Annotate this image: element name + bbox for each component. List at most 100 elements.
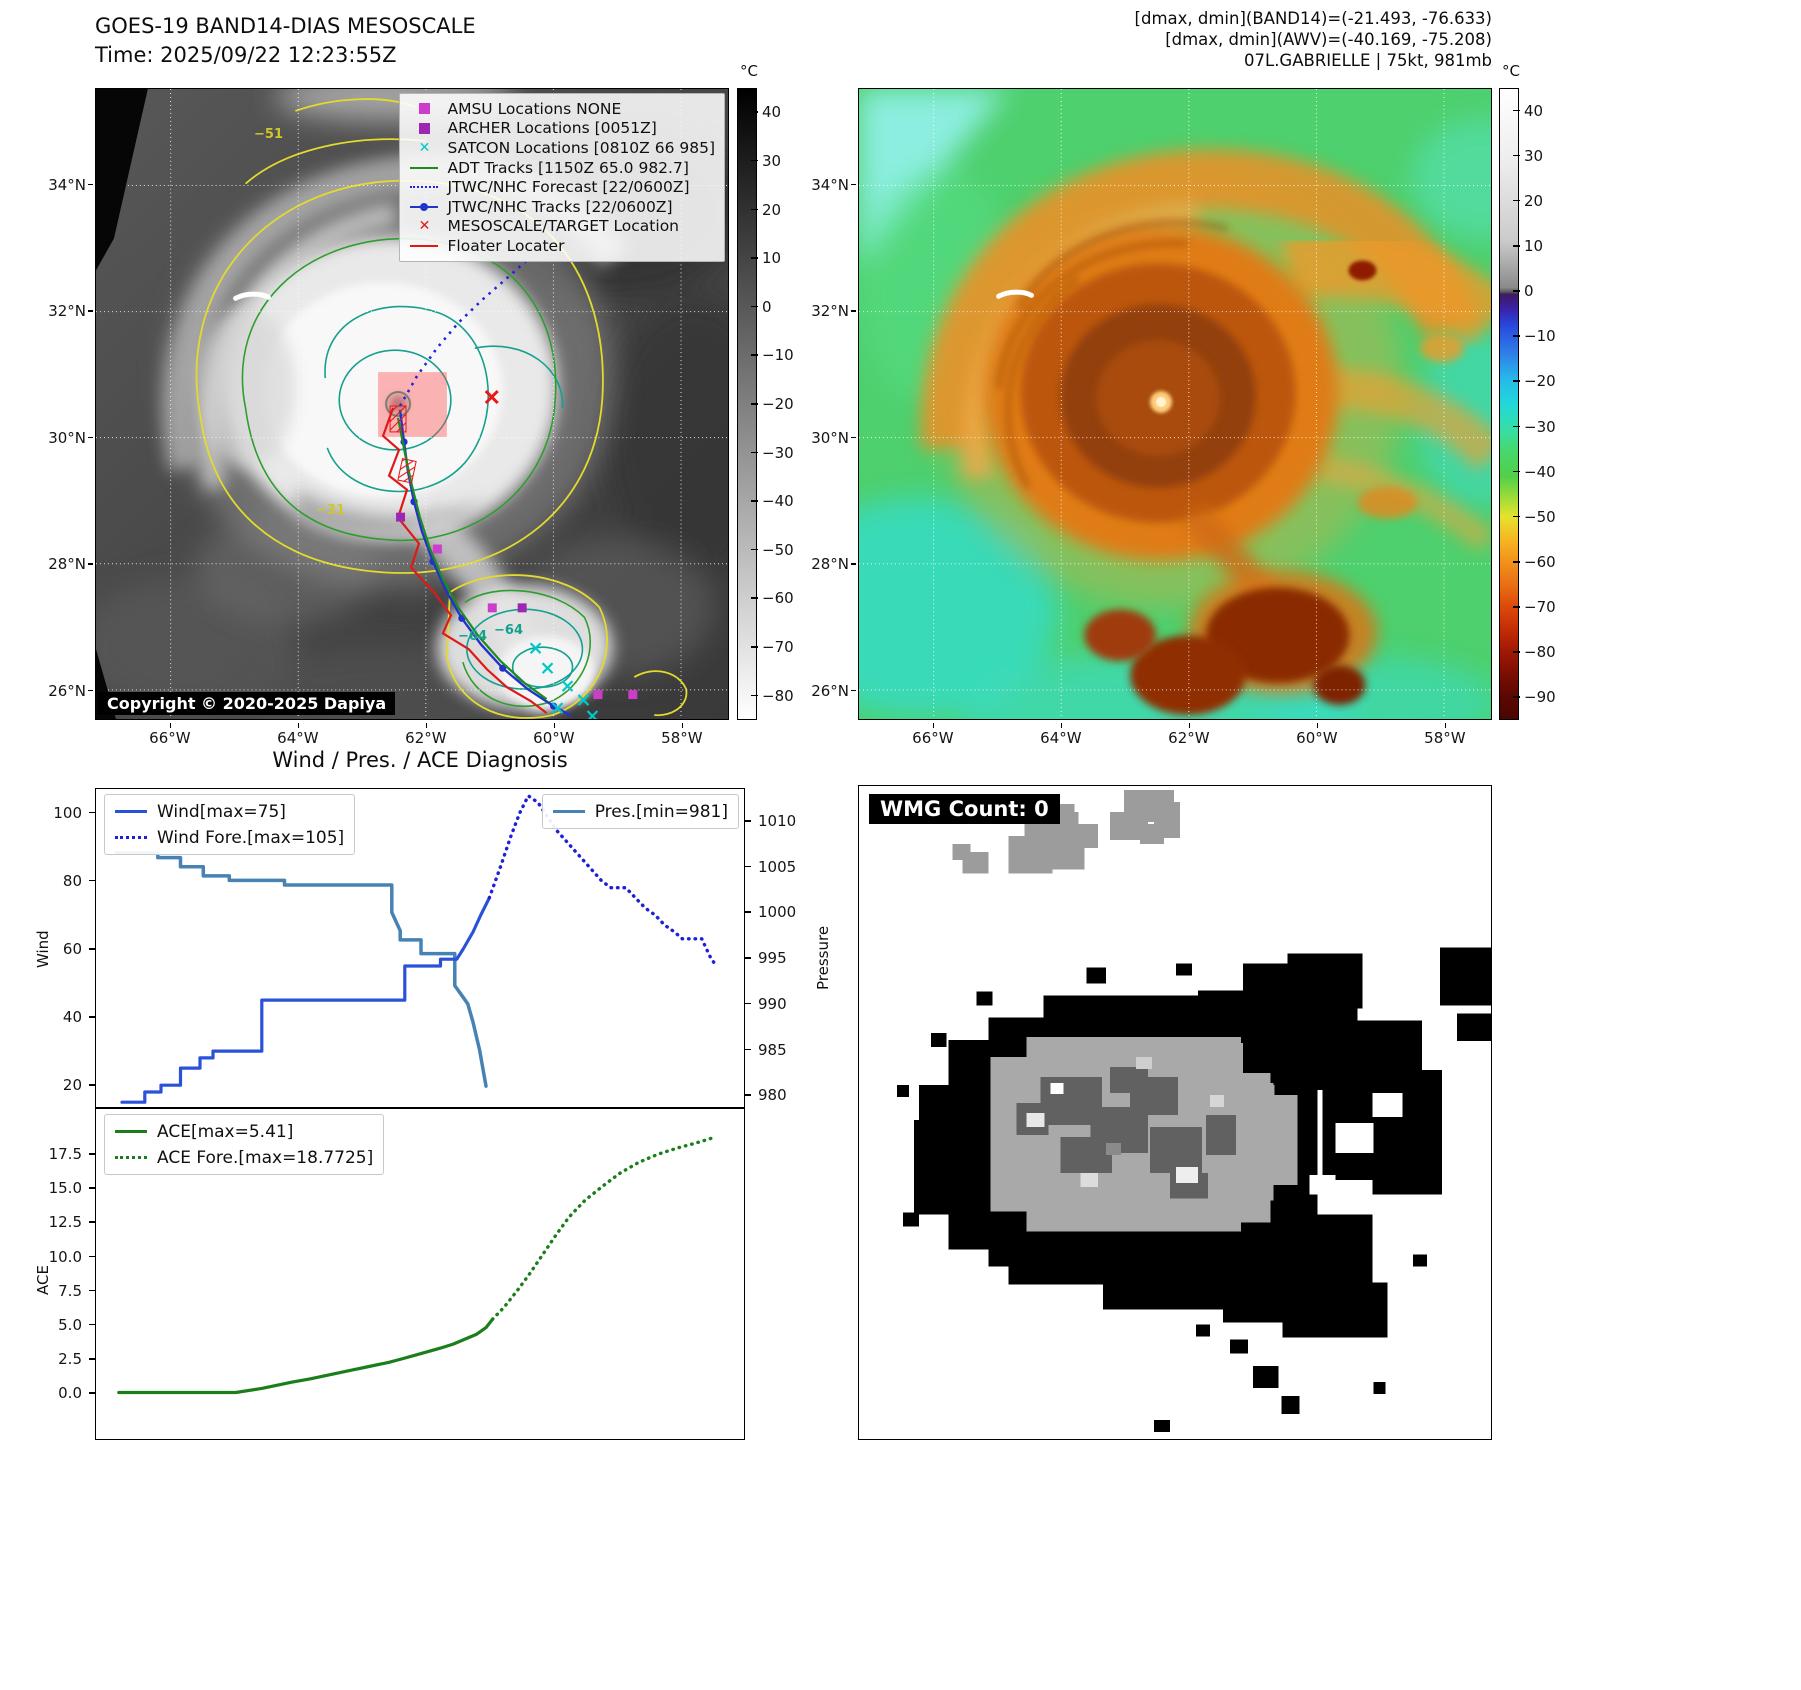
wind-legend: Wind[max=75] Wind Fore.[max=105]	[104, 794, 356, 855]
legend-label: ADT Tracks [1150Z 65.0 982.7]	[447, 158, 689, 177]
colorbar-tick-label: −20	[1513, 372, 1556, 391]
hurricane-warm-core	[920, 148, 1491, 608]
floater-hatch-marker	[397, 458, 417, 484]
y-tick-label: 7.5	[38, 1281, 96, 1301]
awv-satellite-image	[859, 89, 1491, 719]
legend-item: JTWC/NHC Forecast [22/0600Z]	[409, 177, 715, 197]
lon-tick-label: 58°W	[652, 723, 712, 748]
colorbar-tick-label: −90	[1513, 688, 1556, 707]
y-tick-label: 20	[38, 1075, 96, 1095]
hurricane-clouds	[162, 153, 629, 718]
band14-satellite-panel: AMSU Locations NONE ARCHER Locations [005…	[95, 88, 729, 720]
white-cloud-streak	[233, 291, 271, 301]
lon-tick-label: 62°W	[396, 723, 456, 748]
green-contours	[241, 237, 592, 707]
colorbar-tick-label: −20	[751, 395, 794, 413]
colorbar-tick-label: −50	[1513, 507, 1556, 526]
lat-tick-label: 32°N	[40, 301, 93, 321]
y-tick-label: 1005	[744, 857, 802, 877]
white-cloud-streak	[996, 289, 1034, 299]
lon-tick-label: 60°W	[1287, 723, 1347, 748]
chart-legend-label: ACE[max=5.41]	[157, 1121, 294, 1142]
awv-lat-axis: 34°N 32°N 30°N 28°N 26°N	[803, 88, 856, 720]
contour-value-label: −64	[494, 623, 523, 638]
wmg-bitmap-image	[859, 786, 1491, 1439]
line-icon	[115, 810, 147, 813]
colorbar-tick-label: −10	[751, 346, 794, 365]
awv-satellite-panel	[858, 88, 1492, 720]
series-line	[114, 851, 488, 1088]
y-tick-label: 1010	[744, 811, 802, 831]
y-tick-label: 0.0	[38, 1383, 96, 1403]
legend-item: ✕ SATCON Locations [0810Z 66 985]	[409, 138, 715, 158]
ace-plot	[117, 1135, 718, 1395]
ace-chart: 0.0 2.5 5.0 7.5 10.0 12.5 15.0 17.5 ACE[max=5.4…	[49, 1108, 745, 1440]
wind-pressure-chart: 20 40 60 80 100 980 985 990 995 1000 1005 1010 Win…	[53, 788, 796, 1108]
band14-legend: AMSU Locations NONE ARCHER Locations [005…	[399, 93, 725, 262]
colorbar-unit: °C	[740, 62, 758, 80]
series-line	[120, 896, 491, 1104]
dmax-dmin-band14: [dmax, dmin](BAND14)=(-21.493, -76.633)	[1134, 9, 1492, 28]
y-tick-label: 17.5	[38, 1144, 96, 1164]
line-icon	[552, 810, 585, 813]
dotted-line-icon	[115, 1156, 147, 1159]
lon-tick-label: 64°W	[1031, 723, 1091, 748]
y-tick-label: 1000	[744, 902, 802, 922]
colorbar-tick-label: 10	[750, 249, 782, 268]
dotted-line-marker-icon	[409, 178, 439, 196]
chart-legend-label: Pres.[min=981]	[594, 801, 728, 822]
y-tick-label: 5.0	[38, 1315, 96, 1335]
satcon-markers	[529, 642, 599, 719]
y-tick-label: 980	[744, 1085, 802, 1105]
wind-pressure-plot	[114, 794, 718, 1104]
colorbar-tick-label: 0	[1513, 282, 1534, 301]
y-tick-label: 12.5	[38, 1212, 96, 1232]
chart-legend-item: Wind Fore.[max=105]	[115, 825, 344, 850]
colorbar-tick-label: −30	[1513, 417, 1556, 436]
colorbar-tick-label: −40	[1513, 462, 1556, 481]
square-icon	[418, 103, 430, 115]
x-marker-icon: ✕	[418, 218, 431, 235]
square-icon	[418, 122, 430, 134]
series-line	[117, 1317, 495, 1395]
legend-label: JTWC/NHC Forecast [22/0600Z]	[447, 178, 690, 197]
ace-yticks: 0.0 2.5 5.0 7.5 10.0 12.5 15.0 17.5	[38, 1109, 96, 1439]
y-tick-label: 2.5	[38, 1349, 96, 1369]
lat-tick-label: 32°N	[803, 301, 856, 321]
legend-label: SATCON Locations [0810Z 66 985]	[447, 138, 715, 157]
chart-legend-label: Wind[max=75]	[157, 801, 286, 822]
band14-title-block: GOES-19 BAND14-DIAS MESOSCALE Time: 2025…	[95, 12, 476, 70]
floater-hatch-marker	[389, 405, 407, 433]
chart-legend-item: ACE Fore.[max=18.7725]	[115, 1145, 373, 1170]
y-tick-label: 80	[38, 871, 96, 891]
wind-yticks: 20 40 60 80 100	[38, 789, 96, 1107]
colorbar-tick-label: 30	[750, 151, 782, 170]
wmg-count-label: WMG Count: 0	[869, 794, 1060, 824]
jtwc-forecast-track	[398, 259, 528, 407]
lon-tick-label: 66°W	[903, 723, 963, 748]
lon-tick-label: 66°W	[140, 723, 200, 748]
southern-convection-blobs	[1084, 260, 1465, 716]
lon-tick-label: 64°W	[268, 723, 328, 748]
square-marker-icon	[409, 119, 439, 137]
band14-title: GOES-19 BAND14-DIAS MESOSCALE	[95, 14, 476, 38]
band14-time: Time: 2025/09/22 12:23:55Z	[95, 43, 397, 67]
legend-label: JTWC/NHC Tracks [22/0600Z]	[447, 197, 673, 216]
lat-tick-label: 28°N	[803, 554, 856, 574]
chart-legend-item: ACE[max=5.41]	[115, 1119, 373, 1144]
chart-legend-label: Wind Fore.[max=105]	[157, 827, 345, 848]
lat-tick-label: 28°N	[40, 554, 93, 574]
legend-item: ADT Tracks [1150Z 65.0 982.7]	[409, 158, 715, 178]
line-dot-marker-icon	[409, 198, 439, 216]
colorbar-tick-label: −80	[751, 686, 794, 705]
line-icon	[115, 1130, 147, 1133]
dot-icon	[420, 202, 429, 211]
wmg-pixel-art	[896, 789, 1491, 1433]
colorbar-tick-label: −60	[1513, 553, 1556, 571]
copyright-label: Copyright © 2020-2025 Dapiya	[98, 692, 396, 715]
lon-tick-label: 60°W	[524, 723, 584, 748]
floater-track-line	[381, 407, 548, 714]
y-tick-label: 985	[744, 1040, 802, 1060]
legend-item: AMSU Locations NONE	[409, 99, 715, 119]
scan-edge-wedge	[96, 89, 148, 271]
